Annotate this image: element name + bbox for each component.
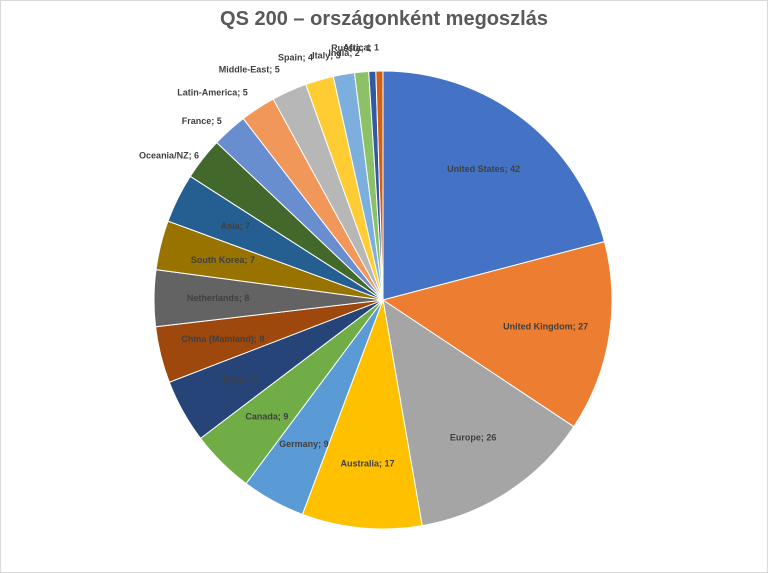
data-label-united-states: United States; 42 [447, 164, 520, 174]
data-label-latin-america: Latin-America; 5 [177, 87, 248, 97]
pie-slice-united-states [382, 70, 606, 301]
pie-slice-africa [375, 70, 384, 301]
data-label-china-mainland: China (Mainland); 8 [181, 334, 264, 344]
data-label-netherlands: Netherlands; 8 [187, 293, 250, 303]
pie-slice-united-kingdom [381, 240, 613, 428]
data-label-australia: Australia; 17 [341, 459, 395, 469]
pie-slice-europe [382, 298, 575, 527]
data-label-canada: Canada; 9 [245, 411, 288, 421]
data-label-europe: Europe; 26 [450, 432, 497, 442]
data-label-middle-east: Middle-East; 5 [219, 65, 280, 75]
data-label-south-korea: South Korea; 7 [191, 255, 255, 265]
data-label-africa: Africa; 1 [343, 43, 379, 53]
data-label-france: France; 5 [182, 116, 222, 126]
data-label-asia: Asia; 7 [221, 221, 251, 231]
pie-slice-australia [301, 298, 423, 530]
data-label-oceania-nz: Oceania/NZ; 6 [139, 150, 199, 160]
data-label-spain: Spain; 4 [278, 52, 313, 62]
chart-title: QS 200 – országonként megoszlás [220, 8, 548, 30]
data-label-italy: Italy; 3 [312, 51, 341, 61]
data-label-united-kingdom: United Kingdom; 27 [503, 321, 588, 331]
data-label-india: India; 2 [328, 48, 360, 58]
data-label-germany: Germany; 9 [279, 439, 329, 449]
data-label-japan: Japan; 9 [221, 375, 258, 385]
data-label-russia: Russia; 1 [331, 43, 371, 53]
